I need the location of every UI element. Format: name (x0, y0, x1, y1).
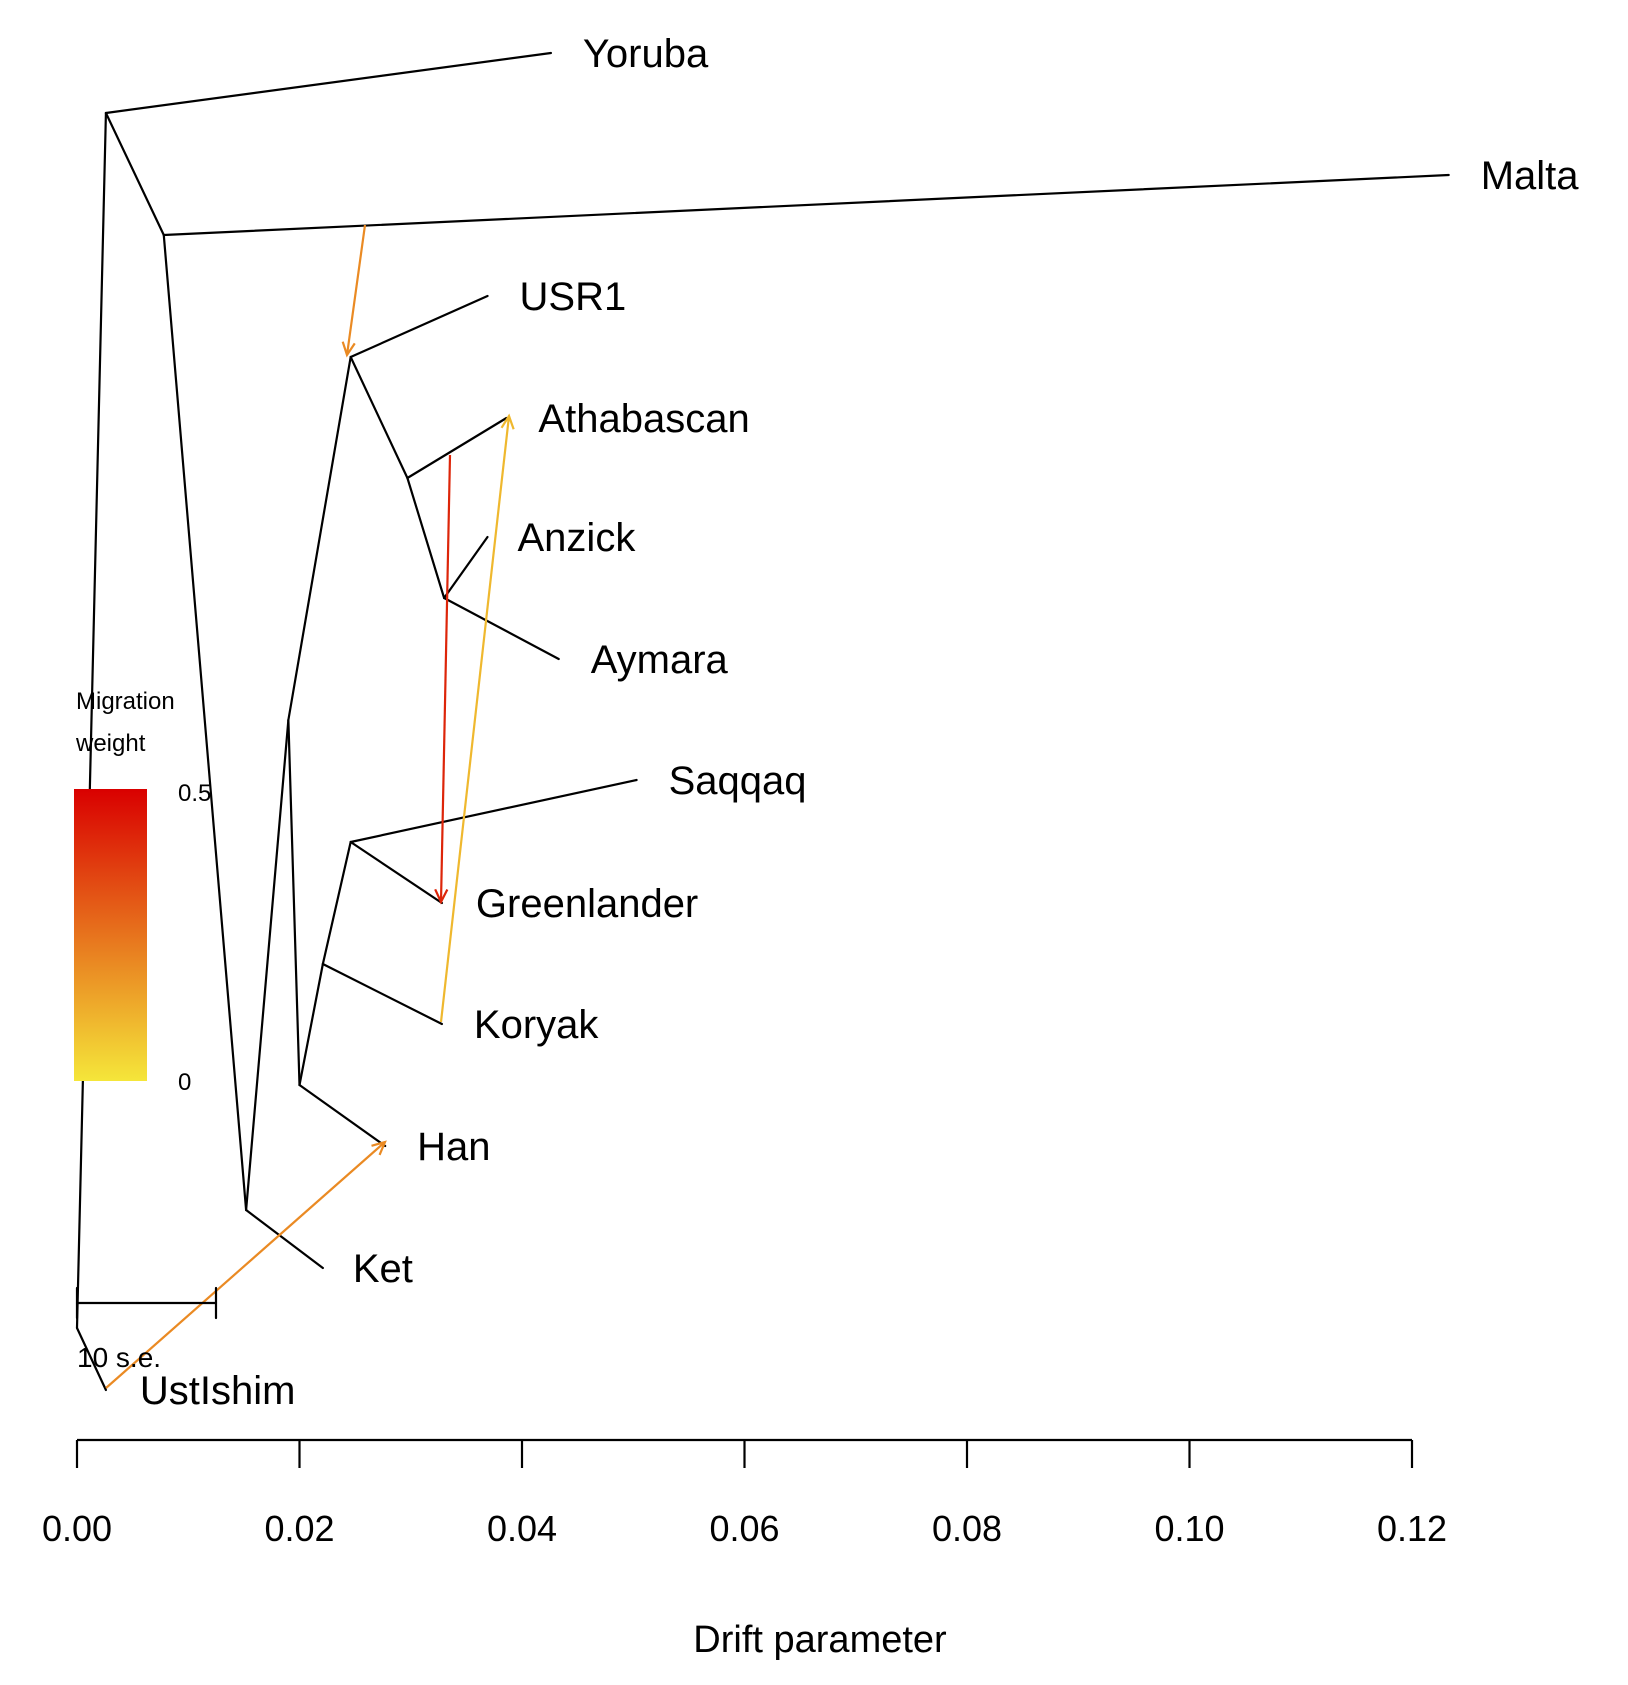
branch-n_ket_rest-to-n_beringia (245, 718, 290, 1212)
branch-n_south_amer-to-Aymara (443, 596, 560, 661)
legend-max-label: 0.5 (178, 780, 211, 807)
legend-title-line1: Migration (76, 688, 175, 715)
migration-edge-3 (439, 415, 511, 1023)
migration-edge-4 (105, 1141, 386, 1389)
legend-title-line2: weight (75, 730, 146, 757)
legend-min-label: 0 (178, 1069, 191, 1096)
tip-label-yoruba: Yoruba (583, 32, 709, 76)
branch-n_asia-to-n_koryak_anc (298, 962, 324, 1087)
tip-label-saqqaq: Saqqaq (669, 759, 807, 803)
migration-edges (105, 224, 515, 1389)
branch-n_asia-to-Han (298, 1083, 387, 1148)
tip-label-greenlander: Greenlander (476, 882, 698, 926)
x-tick-label-5: 0.10 (1154, 1508, 1224, 1549)
branch-n_ket_rest-to-Ket (245, 1208, 324, 1270)
x-tick-label-0: 0.00 (42, 1508, 112, 1549)
tip-label-usr1: USR1 (520, 275, 627, 319)
x-axis: 0.00 0.02 0.04 0.06 0.08 0.10 0.12 Drift param… (42, 1438, 1447, 1661)
tip-label-ustishim: UstIshim (140, 1369, 296, 1413)
branch-n_yoruba_rest-to-n_malta_rest (104, 111, 165, 237)
x-tick-label-2: 0.04 (487, 1508, 557, 1549)
branch-root-to-n_yoruba_rest (75, 111, 108, 1330)
branch-root-to-UstIshim (75, 1326, 108, 1392)
tip-label-koryak: Koryak (474, 1003, 599, 1047)
branch-n_beringia-to-n_asia (287, 718, 301, 1087)
branch-n_saqqaq_anc-to-Saqqaq (349, 778, 638, 844)
branch-n_yoruba_rest-to-Yoruba (104, 51, 553, 115)
x-tick-label-6: 0.12 (1377, 1508, 1447, 1549)
branch-n_koryak_anc-to-Koryak (321, 962, 443, 1026)
branch-n_malta_rest-to-n_ket_rest (162, 233, 248, 1212)
x-tick-label-1: 0.02 (264, 1508, 334, 1549)
migration-arrowhead-1 (341, 341, 356, 358)
x-tick-label-4: 0.08 (932, 1508, 1002, 1549)
x-axis-title: Drift parameter (693, 1619, 947, 1661)
x-tick-label-3: 0.06 (709, 1508, 779, 1549)
scale-bar: 10 s.e. (75, 1286, 218, 1373)
scale-bar-label: 10 s.e. (77, 1342, 161, 1373)
branch-n_usr1_anc-to-USR1 (349, 294, 489, 359)
tip-label-athabascan: Athabascan (538, 397, 749, 441)
migration-arrowhead-2 (434, 888, 449, 905)
x-axis-ticks: 0.00 0.02 0.04 0.06 0.08 0.10 0.12 (42, 1440, 1447, 1549)
tip-label-anzick: Anzick (518, 516, 637, 560)
branch-n_koryak_anc-to-n_saqqaq_anc (321, 840, 352, 966)
branch-n_south_amer-to-Anzick (443, 535, 489, 600)
migration-arrowhead-4 (371, 1140, 387, 1156)
tip-label-malta: Malta (1481, 154, 1580, 198)
branch-n_beringia-to-n_usr1_anc (287, 355, 352, 722)
tip-label-aymara: Aymara (591, 638, 729, 682)
legend-color-bar (74, 789, 147, 1081)
branch-n_malta_rest-to-Malta (162, 173, 1450, 237)
migration-edge-1 (345, 224, 367, 356)
migration-edge-2 (439, 454, 452, 903)
branch-n_saqqaq_anc-to-Greenlander (349, 840, 443, 905)
migration-legend: Migration weight 0.5 0 (74, 688, 211, 1096)
tip-label-han: Han (417, 1125, 490, 1169)
branch-n_amer_anc-to-n_south_amer (406, 476, 446, 600)
tip-label-ket: Ket (353, 1247, 413, 1291)
migration-arrowhead-3 (500, 413, 515, 430)
tree-branches (75, 51, 1450, 1392)
branch-n_amer_anc-to-Athabascan (406, 416, 508, 480)
tip-labels: Yoruba Malta USR1 Athabascan Anzick Aymara Saq… (140, 32, 1579, 1413)
branch-n_usr1_anc-to-n_amer_anc (349, 355, 409, 480)
